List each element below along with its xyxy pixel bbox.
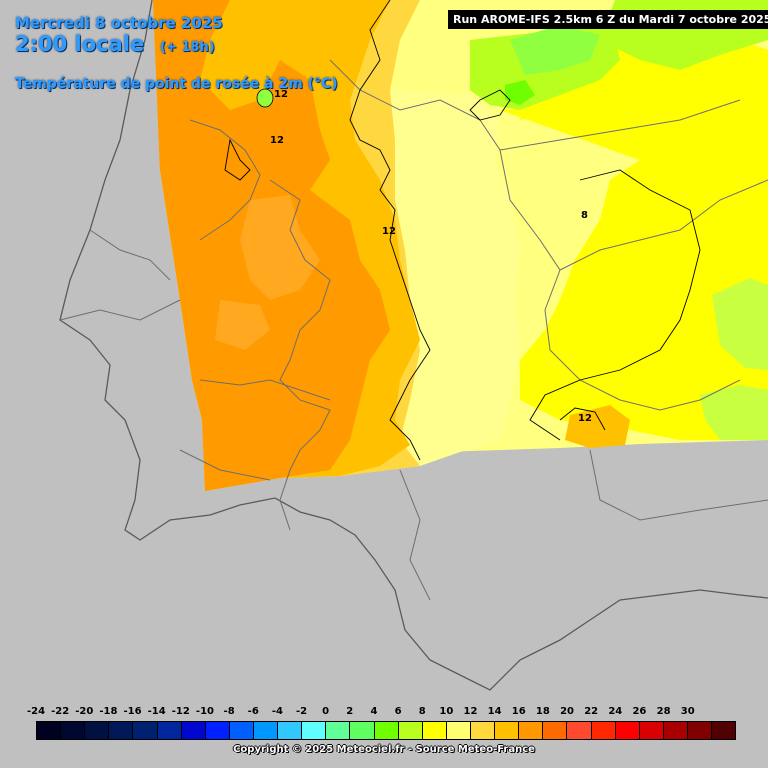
legend-label: -4 (271, 706, 283, 717)
legend-label: -10 (195, 706, 214, 717)
contour-label: 8 (581, 210, 588, 221)
legend-label: 2 (346, 706, 354, 717)
legend-swatch (302, 722, 327, 739)
legend-label: 18 (535, 706, 550, 717)
legend-label: 26 (632, 706, 647, 717)
legend-swatch (687, 722, 713, 739)
contour-label: 12 (382, 226, 396, 237)
legend-swatch (157, 722, 182, 739)
legend-swatch (85, 722, 110, 739)
legend-label: -12 (171, 706, 190, 717)
legend-label: -6 (247, 706, 259, 717)
legend-swatch (278, 722, 303, 739)
legend-swatch (205, 722, 230, 739)
legend-label: -2 (295, 706, 308, 717)
legend-label: 4 (370, 706, 378, 717)
contour-label: 12 (270, 135, 284, 146)
field-pale-yellow (380, 90, 520, 466)
legend-label: -14 (147, 706, 166, 717)
legend-swatch (133, 722, 158, 739)
legend-swatch (253, 722, 279, 739)
field-orange-light (240, 195, 320, 300)
legend-labels: -24 -22 -20 -18 -16 -14 -12 -10 -8 -6 -4 -2 0 2 4 6 8 10 1… (24, 706, 744, 720)
legend-swatch (229, 722, 254, 739)
legend-label: 24 (608, 706, 623, 717)
forecast-date: Mercredi 8 octobre 2025 (15, 14, 223, 32)
legend-swatch (591, 722, 616, 739)
legend-swatch (350, 722, 375, 739)
legend-swatch (639, 722, 664, 739)
legend-swatch (495, 722, 520, 739)
legend-label: 14 (487, 706, 502, 717)
run-info-banner: Run AROME-IFS 2.5km 6 Z du Mardi 7 octob… (448, 10, 768, 29)
coastline (59, 0, 768, 691)
legend-label: 28 (656, 706, 671, 717)
legend-label: 6 (394, 706, 402, 717)
legend-label: -20 (75, 706, 94, 717)
legend-swatch (398, 722, 423, 739)
legend-swatch (374, 722, 399, 739)
legend-label: -22 (51, 706, 70, 717)
field-green-edge (700, 385, 768, 440)
legend-label: -18 (99, 706, 118, 717)
field-green-mid (510, 25, 600, 75)
legend-label: -8 (223, 706, 235, 717)
legend-swatch (181, 722, 206, 739)
legend-swatch (567, 722, 592, 739)
legend-swatch (470, 722, 496, 739)
contour-label: 12 (578, 413, 592, 424)
legend-label: -16 (123, 706, 142, 717)
forecast-time: 2:00 locale (15, 32, 145, 56)
field-gold-patch (565, 405, 630, 448)
legend-swatch (326, 722, 351, 739)
contour-lines (224, 0, 701, 461)
copyright-notice: Copyright © 2025 Meteociel.fr - Source M… (233, 744, 535, 755)
legend-label: 22 (584, 706, 599, 717)
legend-swatch (37, 722, 62, 739)
legend-label: 8 (418, 706, 426, 717)
legend-swatch (446, 722, 471, 739)
legend-label: -24 (26, 706, 46, 717)
legend-swatch (663, 722, 688, 739)
legend-label: 12 (463, 706, 478, 717)
color-legend-bar (36, 721, 736, 740)
legend-label: 16 (511, 706, 526, 717)
variable-title: Température de point de rosée à 2m (°C) (15, 76, 338, 92)
forecast-lead-time: (+ 18h) (160, 40, 215, 55)
legend-label: 10 (439, 706, 454, 717)
field-orange-upper (153, 0, 210, 170)
field-green-right (712, 278, 768, 370)
legend-swatch (61, 722, 86, 739)
legend-swatch (712, 722, 736, 739)
legend-swatch (109, 722, 134, 739)
admin-borders (59, 59, 768, 601)
legend-swatch (519, 722, 544, 739)
legend-swatch (615, 722, 640, 739)
legend-label: 20 (560, 706, 574, 717)
field-green-small (505, 80, 535, 105)
field-orange-light-2 (215, 300, 270, 350)
legend-label: 30 (680, 706, 695, 717)
field-green-blob (256, 88, 274, 108)
legend-swatch (543, 722, 568, 739)
legend-label: 0 (322, 706, 330, 717)
field-yellow (500, 90, 768, 440)
contour-label: 12 (274, 89, 288, 100)
legend-swatch (422, 722, 447, 739)
